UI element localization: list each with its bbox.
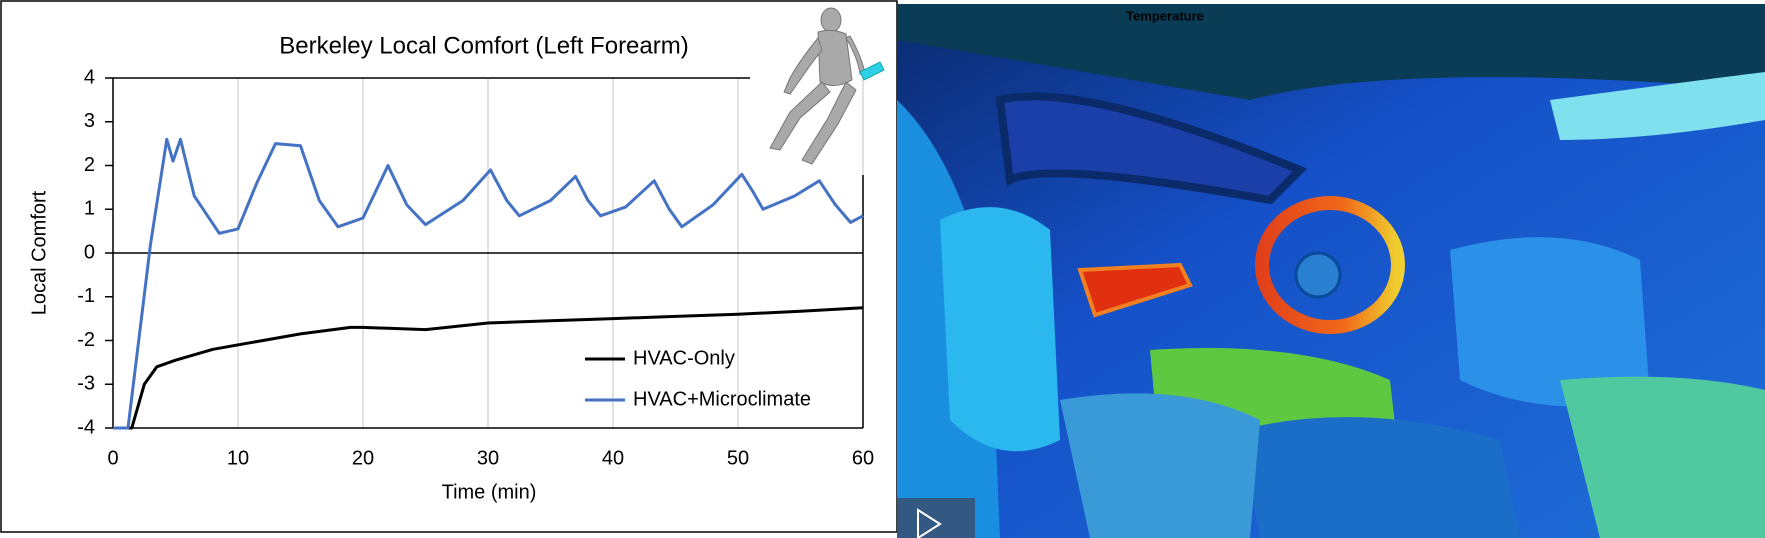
series-line	[113, 306, 864, 430]
y-axis-title: Local Comfort	[28, 190, 50, 315]
chart: Berkeley Local Comfort (Left Forearm) Ti…	[28, 32, 874, 503]
render-label: Temperature	[1126, 8, 1204, 23]
chart-title: Berkeley Local Comfort (Left Forearm)	[279, 32, 688, 59]
thermal-render: Temperature	[897, 4, 1765, 538]
y-tick-label: -1	[77, 285, 95, 307]
x-tick-label: 40	[602, 447, 624, 469]
y-tick-label: -2	[77, 329, 95, 351]
chart-frame	[0, 0, 898, 533]
legend-label: HVAC+Microclimate	[633, 388, 811, 410]
y-tick-label: 2	[84, 154, 95, 176]
x-tick-label: 10	[227, 447, 249, 469]
y-tick-label: 0	[84, 241, 95, 263]
human-icon	[769, 7, 885, 165]
series-line	[113, 137, 864, 430]
x-tick-label: 60	[852, 447, 874, 469]
x-tick-label: 20	[352, 447, 374, 469]
legend-label: HVAC-Only	[633, 347, 735, 369]
x-axis-title: Time (min)	[442, 481, 537, 503]
y-tick-label: 3	[84, 110, 95, 132]
y-tick-label: -4	[77, 416, 95, 438]
x-tick-label: 30	[477, 447, 499, 469]
y-tick-label: -3	[77, 373, 95, 395]
x-tick-label: 50	[727, 447, 749, 469]
x-tick-label: 0	[107, 447, 118, 469]
y-tick-label: 4	[84, 66, 95, 88]
y-tick-label: 1	[84, 198, 95, 220]
